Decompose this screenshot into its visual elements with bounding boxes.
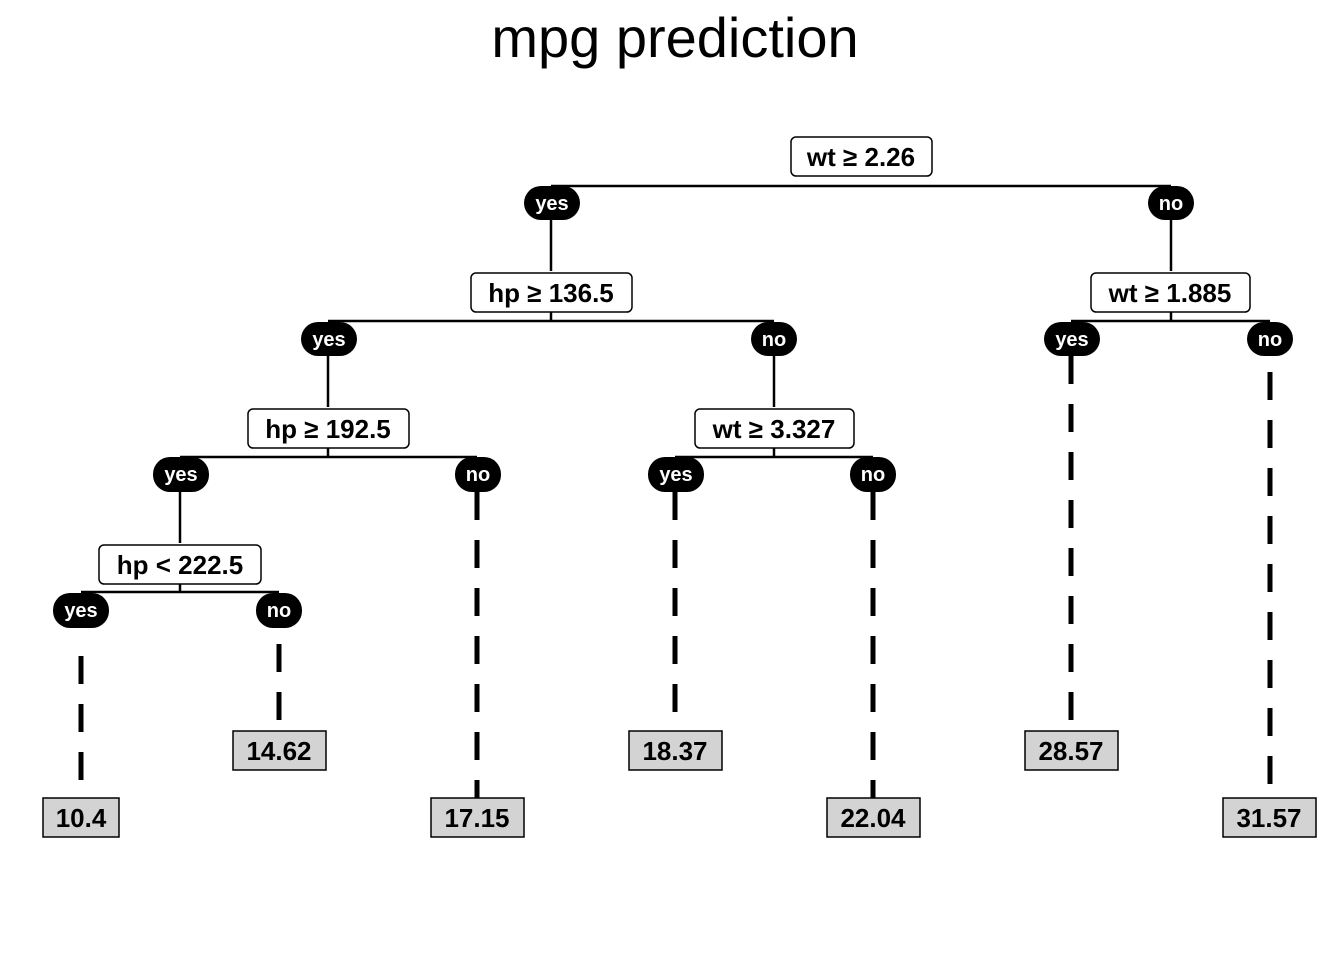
leaf-node-22.04: 22.04 <box>826 797 921 838</box>
badge-left-right-no: no <box>850 457 896 492</box>
svg-text:no: no <box>762 329 786 351</box>
badge-left-left-yes: yes <box>153 457 209 492</box>
leaf-node-18.37: 18.37 <box>628 730 723 771</box>
split-node-right: wt ≥ 1.885 <box>1090 272 1251 313</box>
badge-left-yes: yes <box>301 322 357 356</box>
leaf-value: 17.15 <box>444 803 509 833</box>
split-node-left-left-left: hp < 222.5 <box>98 544 262 585</box>
split-node-left-right: wt ≥ 3.327 <box>694 408 855 449</box>
badge-root-yes: yes <box>524 186 580 220</box>
badge-left-no: no <box>751 322 797 356</box>
split-label-left: hp ≥ 136.5 <box>488 278 614 308</box>
split-node-left: hp ≥ 136.5 <box>470 272 633 313</box>
leaf-node-14.62: 14.62 <box>232 730 327 771</box>
leaf-value: 31.57 <box>1236 803 1301 833</box>
leaf-value: 18.37 <box>642 736 707 766</box>
svg-text:yes: yes <box>64 600 97 622</box>
badge-right-yes: yes <box>1044 322 1100 356</box>
split-label-right: wt ≥ 1.885 <box>1108 278 1232 308</box>
svg-text:yes: yes <box>535 193 568 215</box>
badge-right-no: no <box>1247 322 1293 356</box>
svg-text:no: no <box>466 464 490 486</box>
leaf-value: 28.57 <box>1038 736 1103 766</box>
split-label-left-right: wt ≥ 3.327 <box>712 414 836 444</box>
leaf-node-31.57: 31.57 <box>1222 797 1317 838</box>
branch-badges: yes no yes no yes no yes no <box>53 186 1293 628</box>
svg-text:no: no <box>267 600 291 622</box>
split-label-left-left: hp ≥ 192.5 <box>265 414 391 444</box>
svg-text:no: no <box>1258 329 1282 351</box>
split-label-root: wt ≥ 2.26 <box>806 142 915 172</box>
badge-lll-yes: yes <box>53 593 109 628</box>
leaf-value: 10.4 <box>56 803 107 833</box>
badge-left-left-no: no <box>455 457 501 492</box>
leaf-node-17.15: 17.15 <box>430 797 525 838</box>
svg-text:yes: yes <box>164 464 197 486</box>
diagram-title: mpg prediction <box>491 6 858 69</box>
leaf-value: 22.04 <box>840 803 906 833</box>
split-node-root: wt ≥ 2.26 <box>790 136 933 177</box>
branch-lines <box>81 184 1270 594</box>
svg-text:no: no <box>1159 193 1183 215</box>
badge-left-right-yes: yes <box>648 457 704 492</box>
svg-text:no: no <box>861 464 885 486</box>
leaf-value: 14.62 <box>246 736 311 766</box>
split-node-left-left: hp ≥ 192.5 <box>247 408 410 449</box>
leaf-node-10.4: 10.4 <box>42 797 120 838</box>
badge-root-no: no <box>1148 186 1194 220</box>
svg-text:yes: yes <box>312 329 345 351</box>
badge-lll-no: no <box>256 593 302 628</box>
svg-text:yes: yes <box>1055 329 1088 351</box>
split-label-left-left-left: hp < 222.5 <box>117 550 243 580</box>
leaf-node-28.57: 28.57 <box>1024 730 1119 771</box>
svg-text:yes: yes <box>659 464 692 486</box>
leaf-connectors <box>78 356 1273 798</box>
